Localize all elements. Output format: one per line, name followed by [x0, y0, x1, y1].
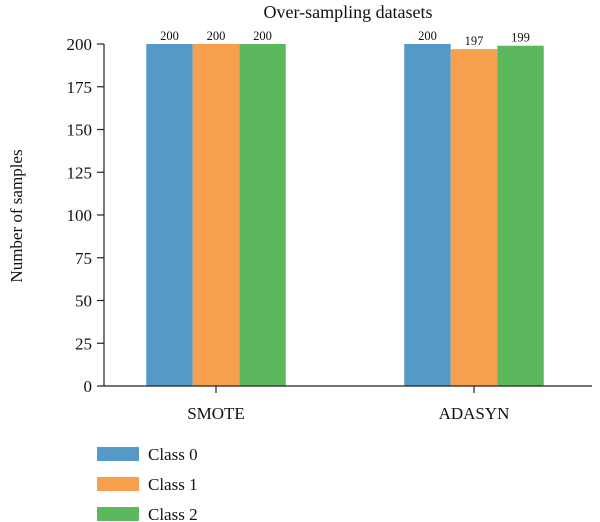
- data-label: 200: [160, 29, 179, 43]
- y-tick-label: 0: [84, 377, 93, 396]
- legend-swatch: [97, 447, 139, 461]
- data-label: 197: [465, 34, 484, 48]
- chart-title: Over-sampling datasets: [263, 2, 432, 22]
- bar-adasyn-series-0: [404, 44, 451, 386]
- y-tick-label: 100: [67, 206, 93, 225]
- x-tick-label: ADASYN: [439, 404, 510, 423]
- bars: [146, 44, 544, 387]
- legend-label: Class 0: [148, 445, 198, 464]
- legend: Class 0 Class 1 Class 2: [97, 445, 198, 522]
- legend-label: Class 2: [148, 505, 198, 522]
- bar-adasyn-series-1: [450, 49, 498, 386]
- data-label: 199: [511, 31, 530, 45]
- y-axis-ticks: 0 25 50 75 100 125 150 175 200: [67, 35, 104, 396]
- y-tick-label: 75: [75, 249, 92, 268]
- y-tick-label: 200: [67, 35, 93, 54]
- x-axis-ticks: SMOTE ADASYN: [187, 386, 509, 423]
- bar-smote-series-1: [192, 44, 240, 386]
- y-tick-label: 25: [75, 334, 92, 353]
- data-label: 200: [418, 29, 437, 43]
- bar-adasyn-series-2: [497, 45, 544, 387]
- bar-smote-series-0: [146, 44, 193, 386]
- bar-smote-series-2: [239, 44, 286, 386]
- y-tick-label: 125: [67, 163, 93, 182]
- data-label: 200: [253, 29, 272, 43]
- y-axis-label: Number of samples: [7, 149, 26, 282]
- data-labels: 200 200 200 200 197 199: [160, 29, 530, 48]
- y-tick-label: 175: [67, 78, 93, 97]
- legend-swatch: [97, 507, 139, 521]
- x-tick-label: SMOTE: [187, 404, 245, 423]
- y-tick-label: 50: [75, 292, 92, 311]
- y-tick-label: 150: [67, 121, 93, 140]
- legend-label: Class 1: [148, 475, 198, 494]
- data-label: 200: [207, 29, 226, 43]
- legend-swatch: [97, 477, 139, 491]
